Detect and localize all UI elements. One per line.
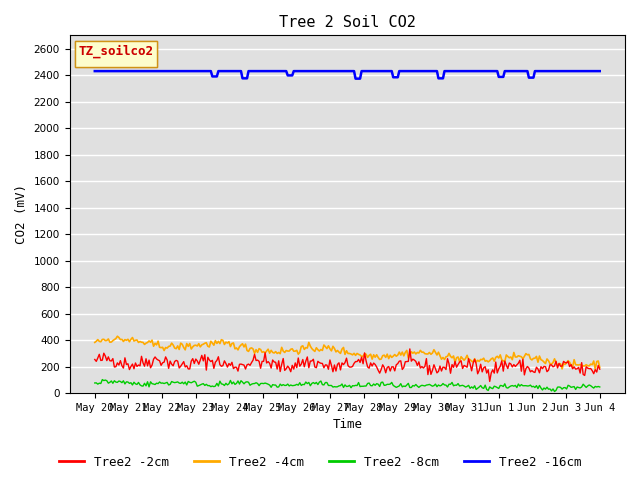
Legend: 	[75, 41, 157, 67]
Title: Tree 2 Soil CO2: Tree 2 Soil CO2	[279, 15, 416, 30]
Y-axis label: CO2 (mV): CO2 (mV)	[15, 184, 28, 244]
Legend: Tree2 -2cm, Tree2 -4cm, Tree2 -8cm, Tree2 -16cm: Tree2 -2cm, Tree2 -4cm, Tree2 -8cm, Tree…	[54, 451, 586, 474]
X-axis label: Time: Time	[332, 419, 362, 432]
